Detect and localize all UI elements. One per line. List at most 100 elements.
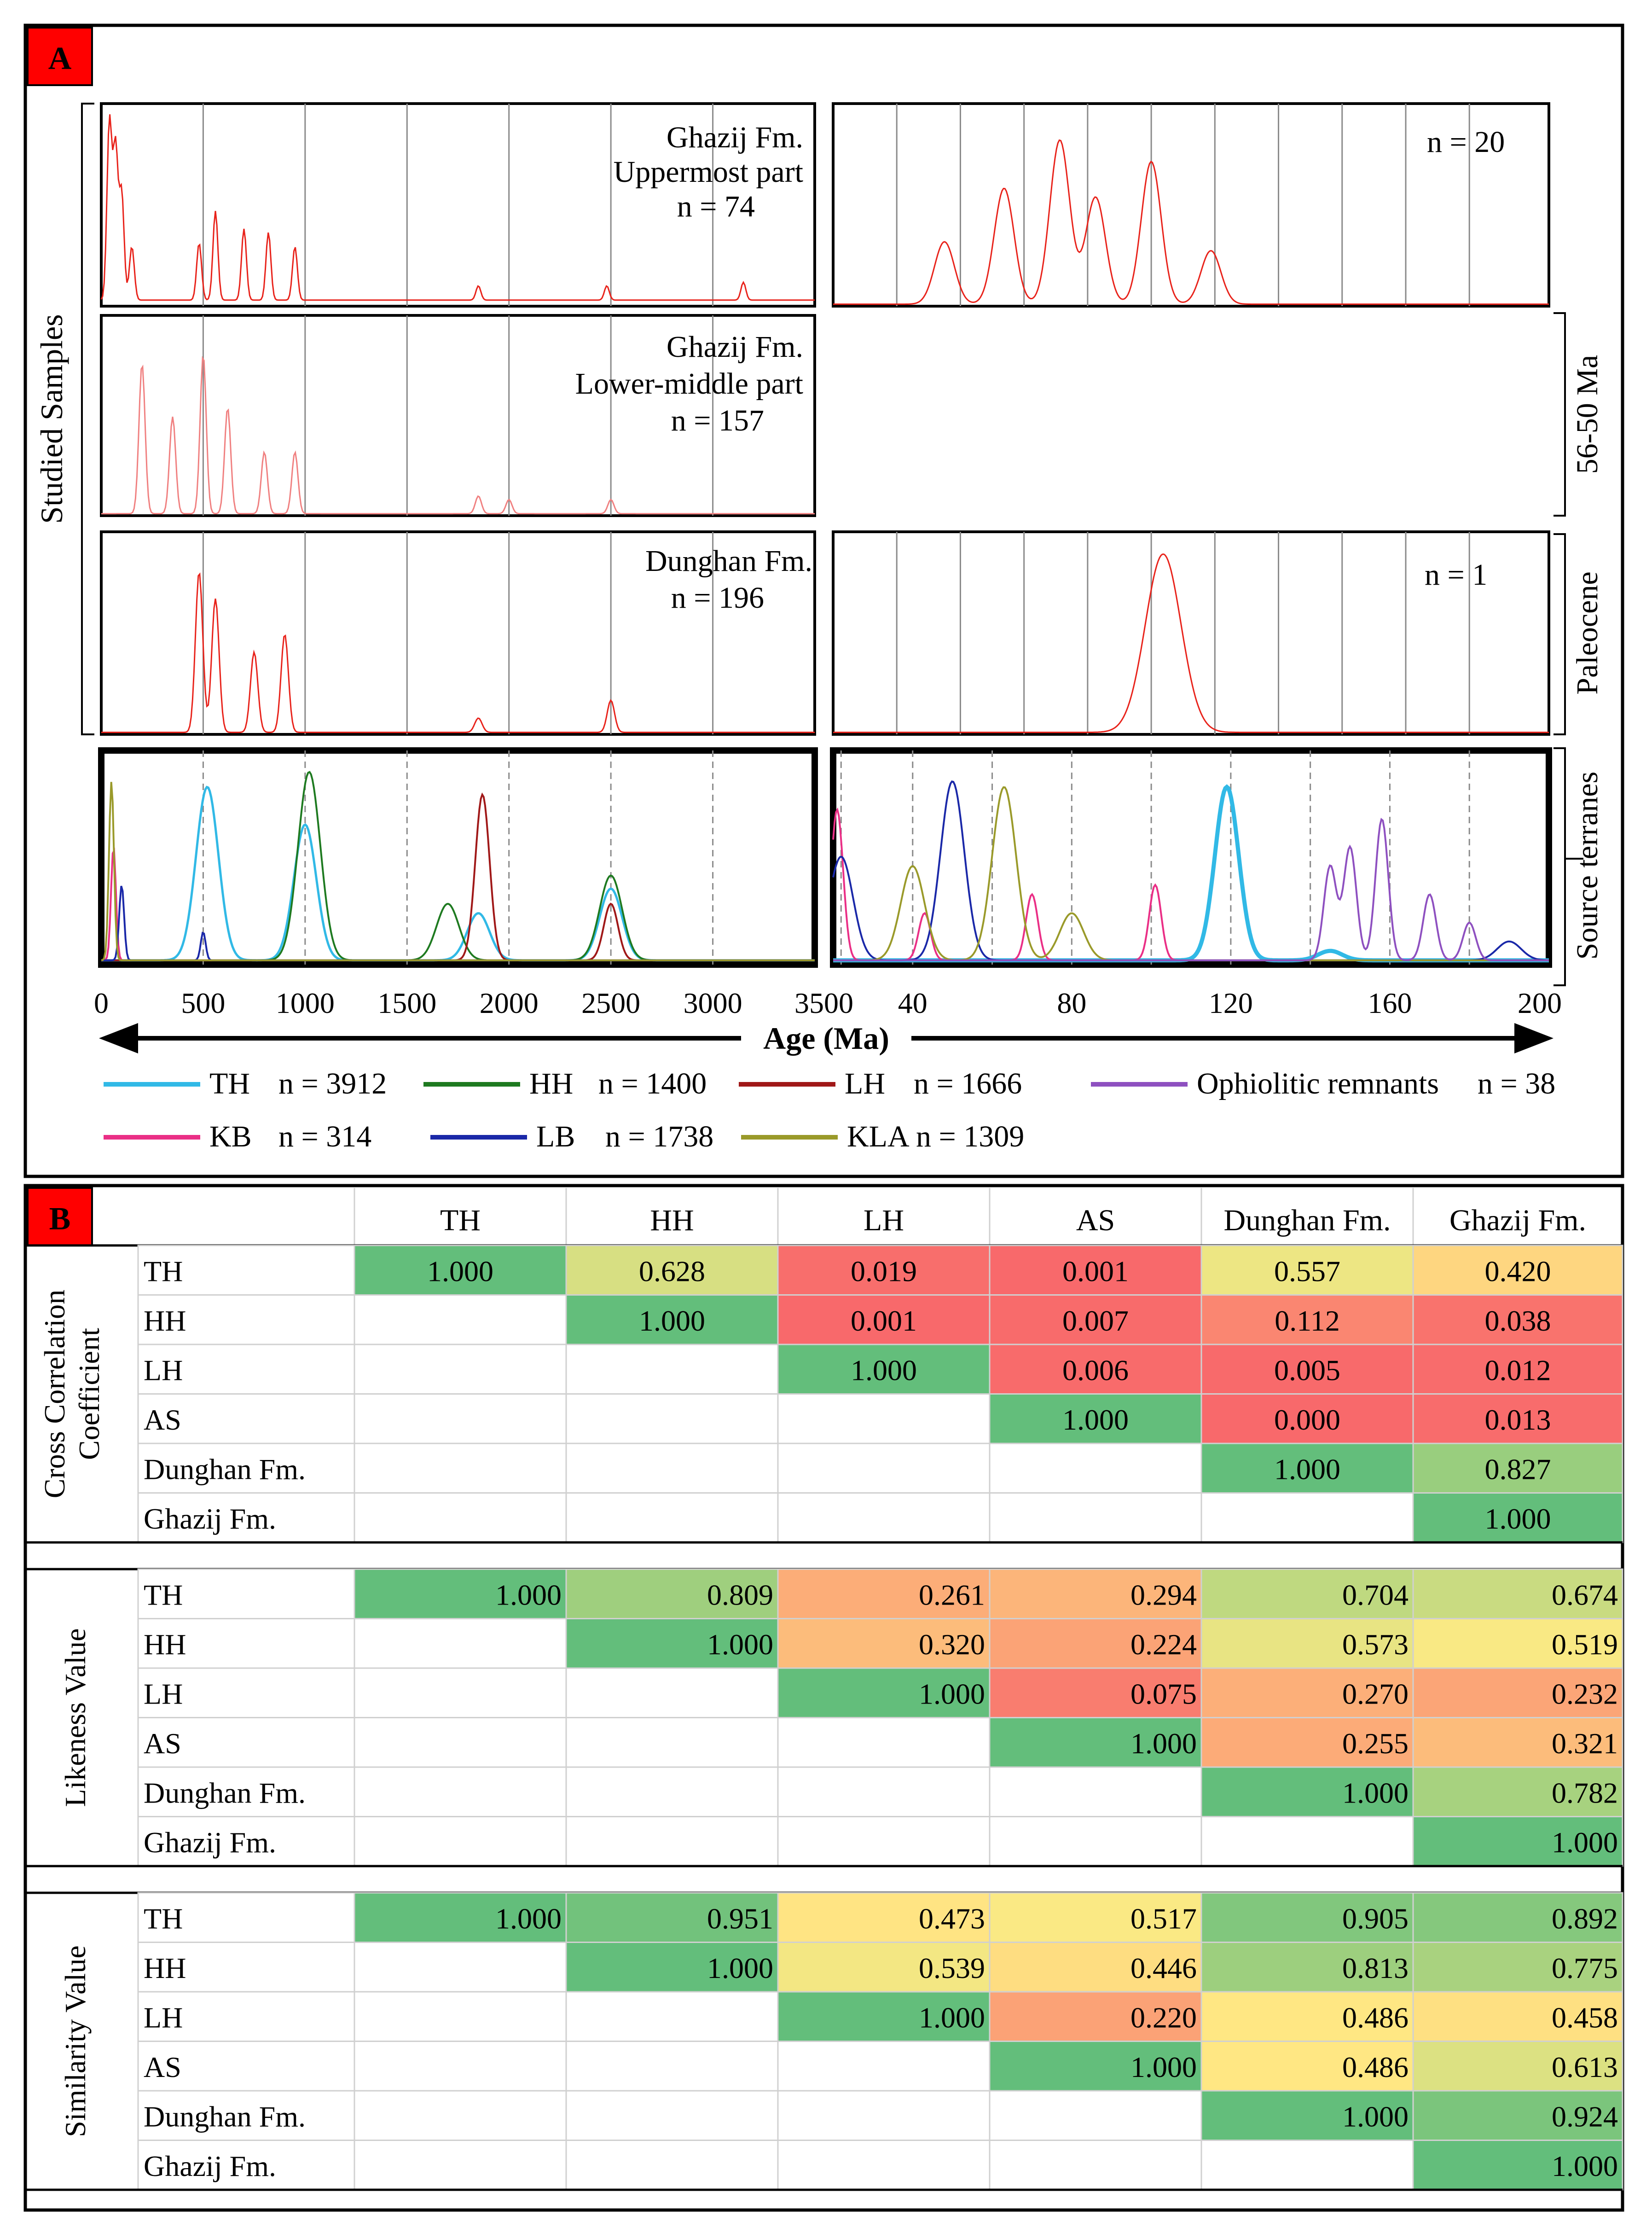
matrix-cell [989,1991,1202,2042]
legend-item-lh: LH n = 1666 [739,1067,1022,1100]
plot-frame [100,530,816,736]
matrix-cell [1200,1618,1414,1669]
matrix-cell [777,1991,991,2042]
section-title-line-2: Coefficient [73,1328,105,1460]
matrix-cell [1200,1492,1414,1543]
row-label-lh: LH [144,1677,183,1710]
matrix-value: 1.000 [495,1902,562,1935]
matrix-cell [1200,1717,1414,1768]
sample-dunghan: Dunghan Fm.n = 196 [100,530,816,736]
row-label-cell [137,1443,355,1494]
matrix-value: 0.013 [1485,1403,1551,1436]
kde-curve-ghazij-lower [101,355,815,515]
legend-count: n = 3912 [278,1067,387,1100]
source-curve-hh [101,771,815,961]
matrix-cell [354,1245,567,1296]
matrix-cell [777,1667,991,1718]
matrix-cell [989,1717,1202,1768]
matrix-value: 0.573 [1342,1628,1409,1661]
plot-frame [832,102,1550,308]
legend-item-kla: KLA n = 1309 [741,1120,1024,1153]
source-curve-kb [101,847,815,961]
matrix-value: 0.674 [1552,1578,1618,1611]
matrix-cell [565,1892,779,1943]
matrix-value: 1.000 [1130,1727,1197,1760]
legend-label: LB [536,1120,575,1153]
row-label-cell [137,2041,355,2092]
row-label-dunghan-fm-: Dunghan Fm. [144,1453,306,1485]
sample-label: n = 196 [671,581,764,615]
matrix-value: 0.255 [1342,1727,1409,1760]
source-curve-lh [101,792,815,961]
plot-frame [100,314,816,517]
matrix-value: 0.000 [1274,1403,1340,1436]
matrix-cell [565,1492,779,1543]
matrix-section-3: TH 1.000 0.951 0.473 0.517 0.905 0.892 HH 1.000 0… [25,1892,1623,2191]
row-label-ghazij-fm-: Ghazij Fm. [144,2150,276,2182]
matrix-cell [989,1393,1202,1444]
matrix-cell [1412,1892,1623,1943]
row-label-hh: HH [144,1304,186,1337]
matrix-cell [565,1344,779,1395]
row-label-th: TH [144,1578,183,1611]
panel-b-label-box [27,1187,93,1246]
matrix-value: 0.007 [1062,1304,1129,1337]
row-label-hh: HH [144,1952,186,1984]
matrix-value: 0.519 [1552,1628,1618,1661]
matrix-value: 0.038 [1485,1304,1551,1337]
matrix-cell [1200,1667,1414,1718]
x-tick-label-right: 40 [898,987,927,1019]
source-curve-young-lb [832,780,1549,961]
legend-count: n = 1738 [605,1120,713,1153]
matrix-value: 1.000 [1342,2100,1409,2133]
matrix-value: 1.000 [1552,2150,1618,2182]
x-tick-label-left: 2000 [480,987,539,1019]
matrix-cell [1200,1816,1414,1867]
matrix-value: 0.232 [1552,1677,1618,1710]
column-header-as: AS [1076,1204,1115,1237]
x-tick-label-left: 0 [94,987,109,1019]
x-tick-label-right: 160 [1368,987,1412,1019]
matrix-cell [354,1443,567,1494]
matrix-value: 0.613 [1552,2051,1618,2083]
matrix-value: 0.446 [1130,1952,1197,1984]
matrix-cell [354,1892,567,1943]
x-tick-label-left: 3500 [794,987,853,1019]
kde-curve-ghazij-uppermost [100,114,815,301]
matrix-cell [354,1294,567,1345]
matrix-cell [989,1766,1202,1817]
sample-label: n = 74 [677,190,755,223]
legend-label: KB [209,1120,252,1153]
source-curve-young-kla [833,786,1549,961]
matrix-cell [1200,1942,1414,1993]
matrix-cell [989,1568,1202,1619]
sample-label: Lower-middle part [575,367,803,401]
x-tick-label-left: 500 [181,987,225,1019]
matrix-cell [354,2140,567,2191]
matrix-cell [565,1443,779,1494]
matrix-value: 1.000 [1552,1826,1618,1859]
matrix-value: 0.486 [1342,2001,1409,2034]
matrix-value: 0.261 [919,1578,985,1611]
matrix-value: 0.001 [1062,1255,1129,1287]
column-header-dunghan-fm-: Dunghan Fm. [1224,1204,1391,1237]
matrix-cell [777,1492,991,1543]
matrix-value: 0.224 [1130,1628,1197,1661]
matrix-value: 0.075 [1130,1677,1197,1710]
matrix-cell [989,1816,1202,1867]
right-group-bracket [1553,533,1566,735]
matrix-cell [777,1816,991,1867]
matrix-cell [1412,1766,1623,1817]
legend-count: n = 1400 [598,1067,707,1100]
sample-label: n = 1 [1425,558,1487,592]
row-label-dunghan-fm-: Dunghan Fm. [144,1776,306,1809]
panel-a-label-box [27,27,93,86]
source-curve-young-th [833,784,1549,963]
plot-frame [100,102,816,308]
matrix-cell [565,1816,779,1867]
legend-item-kb: KB n = 314 [104,1120,371,1153]
matrix-value: 0.112 [1275,1304,1340,1337]
matrix-value: 1.000 [1485,1502,1551,1535]
matrix-value: 1.000 [495,1578,562,1611]
